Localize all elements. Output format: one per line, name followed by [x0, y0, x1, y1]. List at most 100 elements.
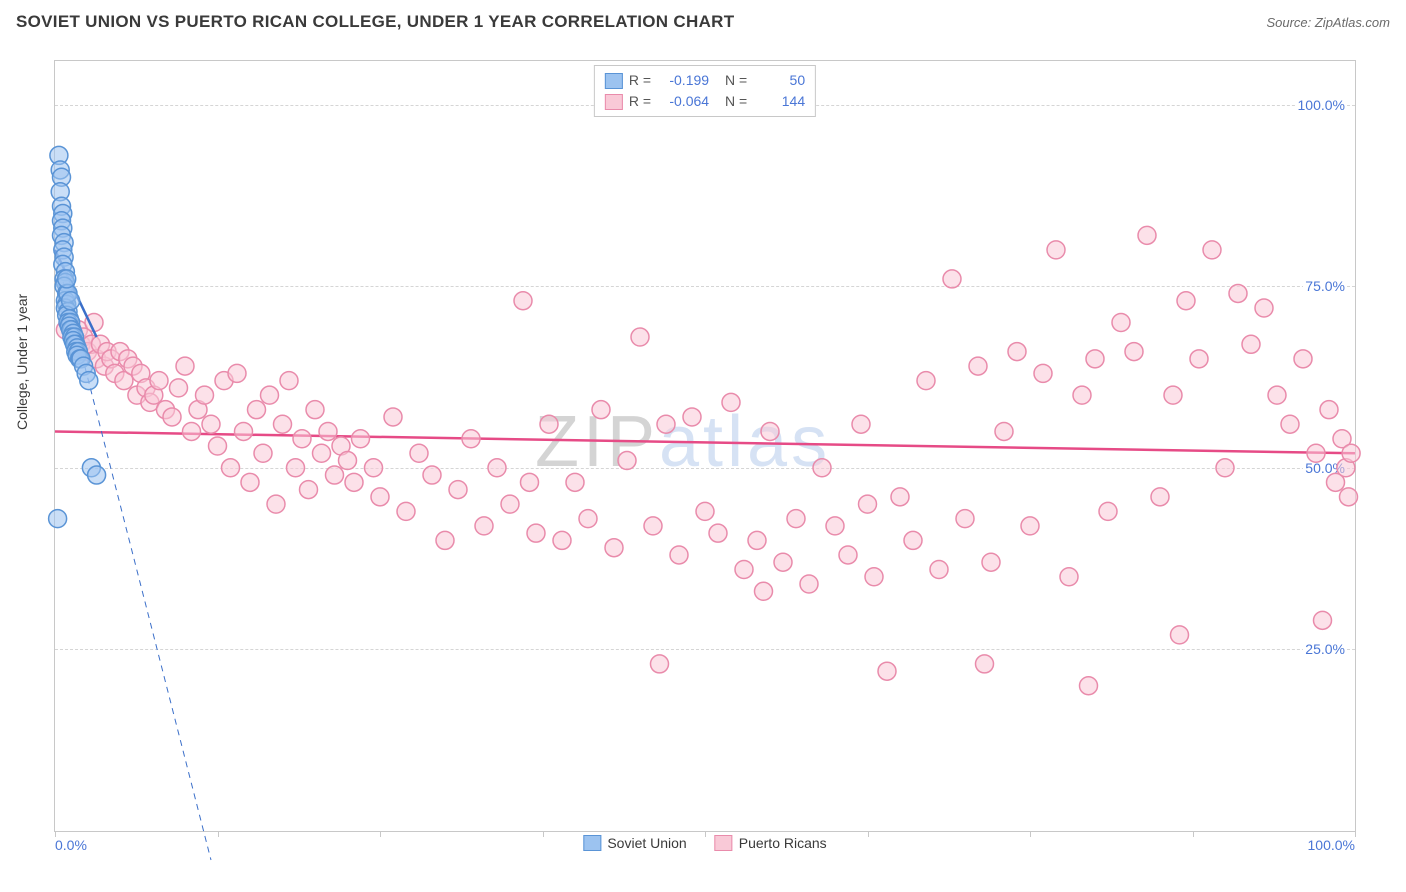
- data-point: [222, 459, 240, 477]
- data-point: [1171, 626, 1189, 644]
- x-tick: [868, 831, 869, 837]
- data-point: [371, 488, 389, 506]
- data-point: [1151, 488, 1169, 506]
- r-value-0: -0.199: [657, 70, 709, 91]
- data-point: [521, 473, 539, 491]
- data-point: [982, 553, 1000, 571]
- data-point: [287, 459, 305, 477]
- legend-series-swatch-0: [583, 835, 601, 851]
- data-point: [488, 459, 506, 477]
- data-point: [267, 495, 285, 513]
- data-point: [423, 466, 441, 484]
- data-point: [196, 386, 214, 404]
- data-point: [865, 568, 883, 586]
- data-point: [800, 575, 818, 593]
- x-tick: [1355, 831, 1356, 837]
- data-point: [917, 372, 935, 390]
- data-point: [1314, 611, 1332, 629]
- x-tick: [1193, 831, 1194, 837]
- data-point: [1021, 517, 1039, 535]
- x-tick-label: 100.0%: [1308, 837, 1355, 853]
- data-point: [956, 510, 974, 528]
- data-point: [859, 495, 877, 513]
- data-point: [1216, 459, 1234, 477]
- data-point: [1060, 568, 1078, 586]
- legend-stats-row-1: R = -0.064 N = 144: [605, 91, 805, 112]
- legend-series-swatch-1: [715, 835, 733, 851]
- data-point: [1008, 343, 1026, 361]
- data-point: [657, 415, 675, 433]
- data-point: [566, 473, 584, 491]
- data-point: [1268, 386, 1286, 404]
- data-point: [49, 510, 67, 528]
- data-point: [579, 510, 597, 528]
- data-point: [651, 655, 669, 673]
- data-point: [150, 372, 168, 390]
- x-tick: [543, 831, 544, 837]
- data-point: [1047, 241, 1065, 259]
- data-point: [261, 386, 279, 404]
- data-point: [1340, 488, 1358, 506]
- data-point: [313, 444, 331, 462]
- data-point: [755, 582, 773, 600]
- legend-swatch-0: [605, 73, 623, 89]
- data-point: [878, 662, 896, 680]
- source-prefix: Source:: [1266, 15, 1314, 30]
- n-label-0: N =: [725, 70, 747, 91]
- data-point: [1080, 677, 1098, 695]
- legend-series-item-1: Puerto Ricans: [715, 835, 827, 851]
- data-point: [891, 488, 909, 506]
- x-tick: [1030, 831, 1031, 837]
- data-point: [326, 466, 344, 484]
- data-point: [183, 422, 201, 440]
- data-point: [1073, 386, 1091, 404]
- data-point: [170, 379, 188, 397]
- data-point: [202, 415, 220, 433]
- data-point: [397, 502, 415, 520]
- data-point: [852, 415, 870, 433]
- data-point: [1294, 350, 1312, 368]
- data-point: [384, 408, 402, 426]
- data-point: [748, 531, 766, 549]
- y-axis-label: College, Under 1 year: [14, 294, 30, 430]
- data-point: [1164, 386, 1182, 404]
- data-point: [58, 270, 76, 288]
- data-point: [696, 502, 714, 520]
- data-point: [683, 408, 701, 426]
- data-point: [352, 430, 370, 448]
- data-point: [976, 655, 994, 673]
- legend-stats-row-0: R = -0.199 N = 50: [605, 70, 805, 91]
- data-point: [235, 422, 253, 440]
- data-point: [995, 422, 1013, 440]
- data-point: [930, 560, 948, 578]
- legend-stats-box: R = -0.199 N = 50 R = -0.064 N = 144: [594, 65, 816, 117]
- data-point: [274, 415, 292, 433]
- data-point: [787, 510, 805, 528]
- data-point: [826, 517, 844, 535]
- data-point: [969, 357, 987, 375]
- data-point: [1112, 314, 1130, 332]
- data-point: [1203, 241, 1221, 259]
- data-point: [306, 401, 324, 419]
- data-point: [319, 422, 337, 440]
- data-point: [1229, 284, 1247, 302]
- data-point: [1177, 292, 1195, 310]
- source-name: ZipAtlas.com: [1315, 15, 1390, 30]
- n-value-1: 144: [753, 91, 805, 112]
- data-point: [618, 452, 636, 470]
- data-point: [839, 546, 857, 564]
- legend-series-label-1: Puerto Ricans: [739, 835, 827, 851]
- data-point: [1255, 299, 1273, 317]
- legend-swatch-1: [605, 94, 623, 110]
- data-point: [176, 357, 194, 375]
- data-point: [241, 473, 259, 491]
- data-point: [462, 430, 480, 448]
- data-point: [1190, 350, 1208, 368]
- data-point: [722, 393, 740, 411]
- data-point: [293, 430, 311, 448]
- data-point: [300, 481, 318, 499]
- data-point: [345, 473, 363, 491]
- data-point: [1086, 350, 1104, 368]
- x-tick-label: 0.0%: [55, 837, 87, 853]
- r-label-0: R =: [629, 70, 651, 91]
